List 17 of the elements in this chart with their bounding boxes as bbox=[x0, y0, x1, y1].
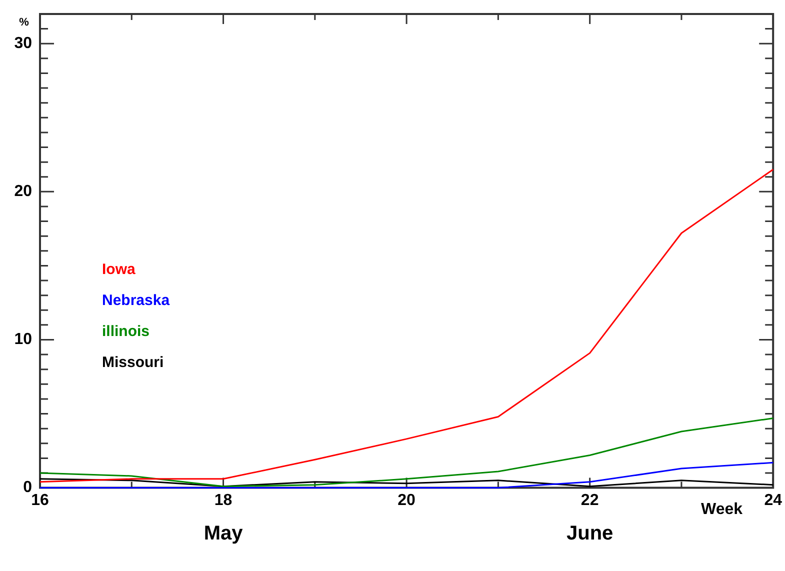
text: illinois bbox=[102, 322, 150, 340]
text: June bbox=[566, 522, 614, 544]
y-tick-label: 30 bbox=[14, 35, 32, 52]
text: Nebraska bbox=[102, 292, 170, 309]
x-tick-label: 22 bbox=[580, 492, 599, 509]
x-tick-label: 18 bbox=[214, 492, 232, 509]
y-tick-label: 0 bbox=[23, 479, 32, 496]
x-tick-label: 20 bbox=[398, 492, 416, 509]
text: May bbox=[204, 522, 244, 544]
y-tick-label: 10 bbox=[14, 331, 32, 348]
y-axis-title: % bbox=[19, 16, 30, 29]
x-tick-label: 16 bbox=[31, 492, 49, 509]
y-tick-label: 20 bbox=[14, 183, 32, 200]
text: Missouri bbox=[102, 354, 164, 371]
x-tick-label: 24 bbox=[764, 492, 782, 509]
x-axis-title: Week bbox=[701, 501, 743, 518]
text: Iowa bbox=[102, 260, 136, 278]
